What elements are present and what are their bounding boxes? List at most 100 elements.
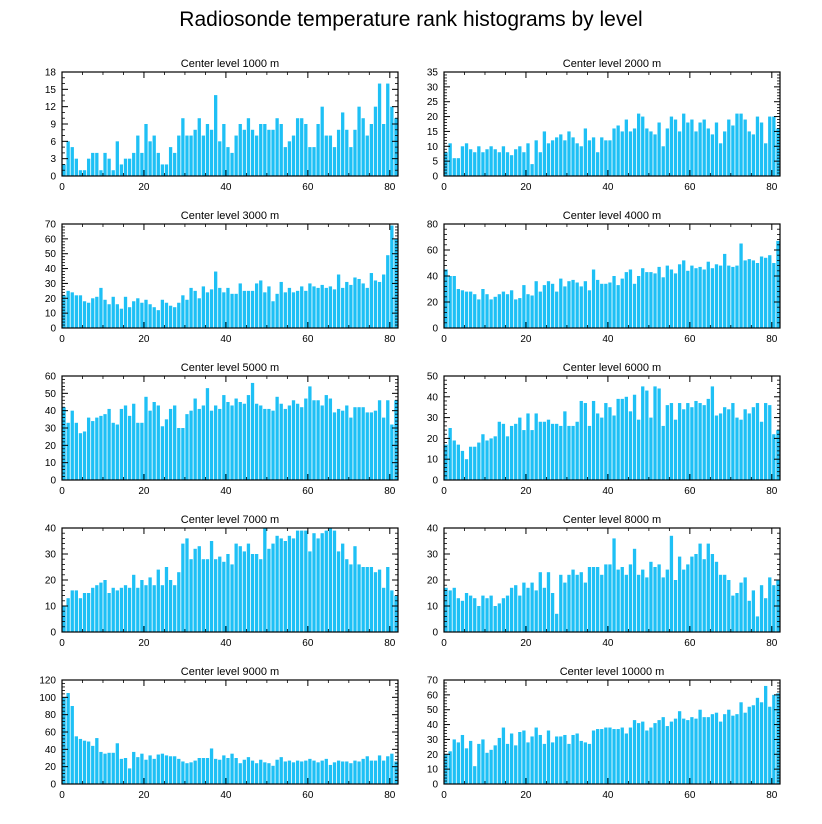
bar bbox=[485, 294, 489, 328]
bar bbox=[718, 721, 723, 784]
bar bbox=[173, 152, 177, 176]
bar bbox=[702, 559, 706, 632]
bar bbox=[152, 307, 156, 328]
bar bbox=[267, 763, 271, 784]
bar bbox=[291, 538, 296, 632]
x-tick-label: 60 bbox=[684, 486, 696, 497]
bar bbox=[485, 149, 489, 176]
bar bbox=[373, 572, 378, 632]
bar bbox=[727, 119, 731, 176]
x-tick-label: 40 bbox=[602, 334, 614, 345]
bar bbox=[86, 741, 91, 784]
bar bbox=[600, 729, 604, 784]
bar bbox=[173, 756, 177, 784]
x-tick-label: 20 bbox=[138, 486, 150, 497]
bar bbox=[177, 302, 181, 328]
bar bbox=[514, 745, 518, 784]
x-tick-label: 80 bbox=[766, 790, 778, 801]
bar bbox=[653, 386, 657, 480]
bar bbox=[283, 292, 287, 328]
bar bbox=[168, 756, 173, 784]
bar bbox=[267, 286, 271, 328]
bar bbox=[201, 559, 206, 632]
x-tick-label: 20 bbox=[520, 182, 532, 193]
bar bbox=[579, 740, 583, 784]
x-tick-label: 40 bbox=[220, 638, 232, 649]
bar bbox=[263, 408, 267, 480]
bar bbox=[559, 134, 563, 176]
x-tick-label: 60 bbox=[302, 790, 314, 801]
x-tick-label: 60 bbox=[684, 182, 696, 193]
bar bbox=[382, 274, 386, 328]
bar bbox=[444, 587, 448, 632]
y-tick-label: 30 bbox=[427, 550, 439, 561]
y-tick-label: 0 bbox=[432, 324, 438, 335]
bar bbox=[99, 170, 103, 176]
bar bbox=[620, 278, 624, 328]
bar bbox=[759, 421, 764, 480]
bar bbox=[275, 293, 279, 328]
bar bbox=[168, 408, 173, 480]
bar bbox=[70, 292, 74, 328]
bar bbox=[324, 530, 328, 632]
bar bbox=[690, 407, 694, 480]
bar bbox=[665, 405, 669, 480]
bar bbox=[230, 405, 234, 480]
bar bbox=[677, 403, 682, 480]
bar bbox=[312, 533, 316, 632]
bar bbox=[624, 574, 628, 632]
y-tick-label: 20 bbox=[45, 576, 57, 587]
bar bbox=[641, 569, 645, 632]
bar bbox=[189, 135, 193, 176]
bar bbox=[624, 119, 628, 176]
x-tick-label: 20 bbox=[520, 334, 532, 345]
bar bbox=[477, 442, 481, 480]
bar bbox=[205, 559, 210, 632]
bar bbox=[505, 595, 510, 632]
bar bbox=[608, 727, 612, 784]
bar bbox=[222, 124, 226, 176]
y-tick-label: 40 bbox=[427, 392, 439, 403]
bar bbox=[238, 124, 242, 176]
bar bbox=[156, 754, 160, 784]
bar bbox=[686, 403, 690, 480]
bar bbox=[550, 593, 555, 632]
bar bbox=[604, 403, 608, 480]
bar bbox=[160, 299, 165, 328]
bar bbox=[136, 757, 140, 784]
bar bbox=[682, 718, 686, 784]
y-tick-label: 9 bbox=[50, 120, 56, 131]
bar bbox=[287, 141, 292, 176]
bar bbox=[177, 135, 181, 176]
bar bbox=[345, 761, 349, 784]
bar bbox=[205, 758, 210, 784]
bar bbox=[279, 403, 283, 480]
bar bbox=[575, 421, 579, 480]
bar bbox=[205, 388, 210, 480]
bar bbox=[743, 119, 747, 176]
bar bbox=[369, 760, 374, 784]
x-tick-label: 0 bbox=[59, 790, 65, 801]
bar bbox=[238, 763, 242, 784]
bar bbox=[181, 543, 185, 632]
bar bbox=[365, 412, 369, 480]
bar bbox=[682, 260, 686, 328]
bar bbox=[132, 403, 136, 480]
bar bbox=[160, 753, 165, 784]
bar bbox=[107, 304, 111, 328]
bar bbox=[103, 152, 107, 176]
bar bbox=[238, 546, 242, 632]
bar bbox=[259, 559, 263, 632]
bar bbox=[477, 146, 481, 176]
bar bbox=[542, 131, 547, 176]
bar bbox=[468, 595, 473, 632]
bar bbox=[377, 400, 382, 480]
bar bbox=[209, 541, 214, 632]
bar bbox=[514, 423, 518, 480]
bar bbox=[250, 554, 255, 632]
bar bbox=[295, 290, 300, 328]
bar bbox=[127, 415, 132, 480]
bar bbox=[185, 299, 189, 328]
bar bbox=[152, 585, 156, 632]
bar bbox=[320, 533, 324, 632]
